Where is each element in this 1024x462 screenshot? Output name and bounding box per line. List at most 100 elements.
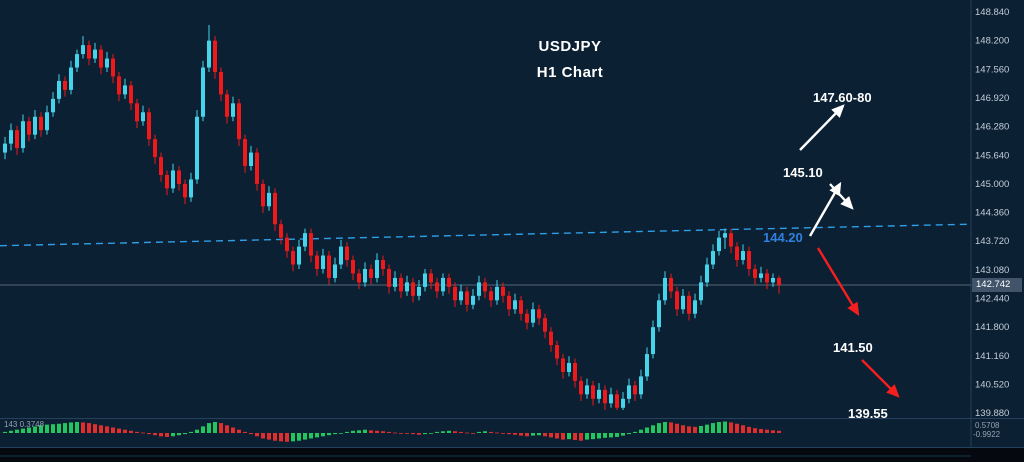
candlestick-series — [3, 24, 781, 411]
histogram-bar — [705, 424, 709, 433]
annotation-arrow[interactable] — [829, 183, 854, 210]
histogram-bar — [225, 425, 229, 433]
price-axis-label[interactable]: 141.160 — [975, 351, 1009, 362]
price-axis-label[interactable]: 147.560 — [975, 64, 1009, 75]
chart-title-timeframe: H1 Chart — [536, 64, 604, 81]
histogram-bar — [657, 423, 661, 433]
candle-body — [321, 255, 325, 269]
histogram-bar — [291, 433, 295, 442]
candle-body — [297, 246, 301, 265]
price-axis-label[interactable]: 148.840 — [975, 7, 1009, 18]
histogram-bar — [423, 433, 427, 435]
candle-body — [441, 277, 445, 292]
histogram-bar — [243, 431, 247, 433]
histogram-bar — [153, 433, 157, 436]
histogram-bar — [207, 423, 211, 433]
histogram-bar — [51, 424, 55, 433]
candle-body — [165, 174, 169, 189]
price-axis-label[interactable]: 145.000 — [975, 179, 1009, 190]
candle-body — [219, 71, 223, 95]
price-axis-label[interactable]: 146.920 — [975, 93, 1009, 104]
trendline-dashed[interactable] — [0, 223, 971, 247]
histogram-bar — [57, 423, 61, 433]
candle-body — [183, 183, 187, 198]
histogram-bar — [453, 431, 457, 433]
bottom-strip — [0, 448, 1024, 462]
histogram-bar — [123, 429, 127, 433]
histogram-bar — [675, 423, 679, 433]
histogram-bar — [531, 433, 535, 436]
indicator-value-label: 143 0.3748 — [4, 420, 45, 429]
histogram-bar — [393, 432, 397, 434]
candle-body — [57, 80, 61, 99]
candle-body — [561, 358, 565, 372]
histogram-bar — [165, 433, 169, 437]
histogram-bar — [573, 433, 577, 441]
candle-body — [393, 277, 397, 287]
annotation-level-13955: 139.55 — [848, 406, 888, 421]
candle-body — [465, 291, 469, 305]
histogram-bar — [765, 429, 769, 433]
candle-body — [453, 286, 457, 301]
indicator-scale-min: -0.9922 — [973, 430, 1001, 439]
histogram-bar — [729, 422, 733, 433]
candle-body — [633, 385, 637, 395]
price-axis-label[interactable]: 144.360 — [975, 208, 1009, 219]
candle-body — [423, 273, 427, 287]
histogram-bar — [663, 422, 667, 433]
candle-body — [369, 268, 373, 278]
candle-body — [267, 192, 271, 207]
price-axis-label[interactable]: 143.080 — [975, 265, 1009, 276]
candle-body — [129, 85, 133, 104]
annotation-level-14420: 144.20 — [763, 230, 803, 245]
candle-body — [15, 130, 19, 149]
candle-body — [399, 277, 403, 292]
candle-body — [291, 251, 295, 265]
price-axis-label[interactable]: 145.640 — [975, 150, 1009, 161]
price-axis-label[interactable]: 146.280 — [975, 122, 1009, 133]
candle-body — [603, 389, 607, 404]
candle-body — [213, 40, 217, 72]
candle-body — [543, 318, 547, 332]
histogram-bar — [27, 427, 31, 433]
annotation-arrow[interactable] — [808, 181, 842, 237]
candle-body — [3, 143, 7, 153]
histogram-bar — [15, 429, 19, 433]
candle-body — [357, 273, 361, 283]
price-axis-label[interactable]: 139.880 — [975, 408, 1009, 419]
annotation-arrow[interactable] — [799, 104, 845, 151]
histogram-bar — [753, 428, 757, 433]
price-axis-label[interactable]: 142.440 — [975, 294, 1009, 305]
candle-body — [477, 282, 481, 296]
candle-body — [153, 139, 157, 158]
annotation-arrow[interactable] — [816, 247, 860, 317]
candle-body — [663, 277, 667, 301]
histogram-bar — [585, 433, 589, 440]
candle-body — [693, 300, 697, 314]
candle-body — [675, 291, 679, 310]
histogram-bar — [39, 425, 43, 433]
candle-body — [555, 345, 559, 359]
histogram-bar — [525, 433, 529, 437]
candle-body — [261, 183, 265, 207]
price-axis-label[interactable]: 140.520 — [975, 379, 1009, 390]
histogram-bar — [645, 427, 649, 433]
candle-body — [51, 98, 55, 113]
histogram-bar — [579, 433, 583, 441]
price-axis-label[interactable]: 143.720 — [975, 236, 1009, 247]
price-axis-label[interactable]: 141.800 — [975, 322, 1009, 333]
candle-body — [417, 286, 421, 296]
candle-body — [483, 282, 487, 292]
price-axis-label[interactable]: 148.200 — [975, 36, 1009, 47]
histogram-bar — [219, 423, 223, 433]
candle-body — [699, 282, 703, 301]
candle-body — [735, 246, 739, 261]
candle-body — [531, 309, 535, 323]
histogram-bar — [9, 430, 13, 433]
histogram-bar — [699, 425, 703, 433]
candle-body — [111, 58, 115, 77]
annotation-arrow[interactable] — [861, 359, 900, 398]
histogram-bar — [747, 426, 751, 433]
